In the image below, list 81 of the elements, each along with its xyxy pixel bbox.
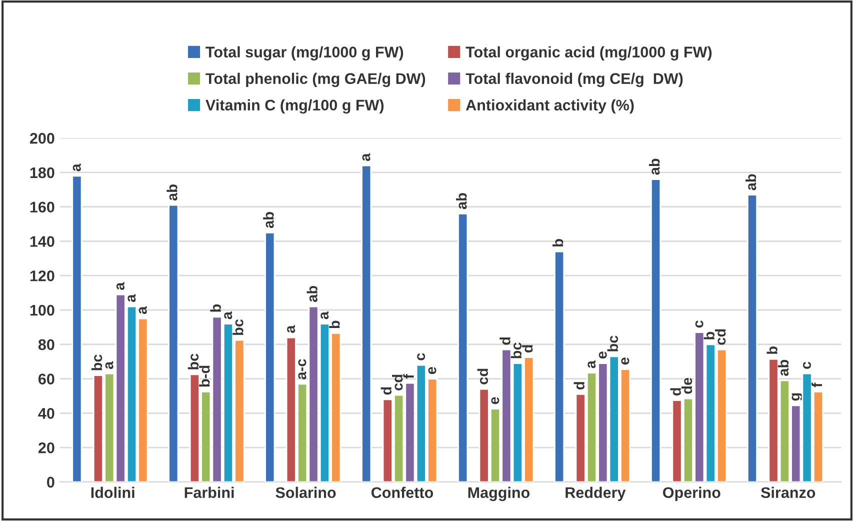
x-tick-label: Maggino [468,486,530,502]
data-label: b [766,346,778,354]
data-label: ab [263,212,274,228]
y-tick-label: 20 [38,442,54,454]
data-label: ab [648,158,660,175]
data-label: ab [456,193,467,210]
x-tick-label: Siranzo [760,486,816,498]
data-label: a [138,306,147,314]
x-tick-label: Confetto [371,486,434,498]
data-label: g [792,393,803,401]
data-label: f [811,382,822,388]
bar [458,213,468,482]
data-label: f [403,374,414,379]
legend-label: Antioxidant activity (%) [466,99,634,114]
data-label: b-d [199,366,210,387]
y-tick-label: 200 [30,132,54,144]
data-label: bc [607,336,618,352]
y-tick-label: 180 [30,167,54,178]
data-label: d [522,345,533,353]
y-tick-label: 100 [30,304,54,316]
data-label: bc [91,354,102,370]
y-tick-label: 120 [30,270,54,282]
data-label: de [681,378,692,394]
y-tick-label: 0 [47,476,54,488]
data-label: b [329,320,340,328]
x-tick-label: Farbini [184,486,234,498]
data-label: a [72,164,81,172]
y-tick-label: 160 [30,202,54,213]
data-label: bc [232,319,244,335]
data-label: b [704,332,714,340]
data-label: a [362,153,370,161]
y-tick-label: 80 [38,339,54,350]
data-label: a [105,361,114,370]
data-label: e [428,366,436,374]
data-label: a [287,325,296,333]
y-tick-label: 40 [38,408,54,419]
data-label: bc [510,342,522,358]
data-label: a [224,311,232,320]
data-label: a [116,282,124,290]
data-label: e [621,358,630,365]
data-label: d [380,387,392,395]
data-label: cd [477,368,488,384]
x-tick-label: Operino [663,486,720,502]
data-label: ab [745,174,756,190]
data-label: a [588,360,596,368]
legend-label: Total organic acid (mg/1000 g FW) [466,46,712,61]
data-label: a [128,294,136,302]
x-tick-label: Idolini [91,486,134,498]
data-label: a-c [298,359,306,380]
data-label: cd [392,374,403,390]
data-label: d [500,337,510,345]
data-label: d [574,382,584,390]
bar [650,178,662,482]
data-label: c [695,320,704,328]
legend-label: Total flavonoid (mg CE/g DW) [466,72,683,88]
bar [554,250,565,482]
data-label: ab [778,360,789,376]
y-tick-label: 140 [30,236,54,247]
data-label: ab [166,184,178,201]
bar [264,232,276,482]
data-label: e [491,397,500,404]
data-label: e [598,352,607,359]
data-label: b [210,304,221,312]
data-label: c [802,362,811,369]
data-label: cd [714,329,726,345]
data-label: b [552,239,564,246]
x-tick-label: Reddery [566,486,626,502]
data-label: ab [306,286,318,302]
legend-label: Vitamin C (mg/100 g FW) [206,99,384,114]
data-label: c [417,353,426,360]
y-tick-label: 60 [38,374,54,384]
x-tick-label: Solarino [276,486,336,498]
bar [746,194,758,482]
bar [72,175,82,482]
data-label: d [670,388,681,396]
legend-label: Total phenolic (mg GAE/g DW) [206,72,426,88]
legend-label: Total sugar (mg/1000 g FW) [206,46,404,61]
data-label: bc [188,354,199,370]
bar [361,164,372,482]
bar [168,204,179,482]
data-label: a [320,311,329,320]
